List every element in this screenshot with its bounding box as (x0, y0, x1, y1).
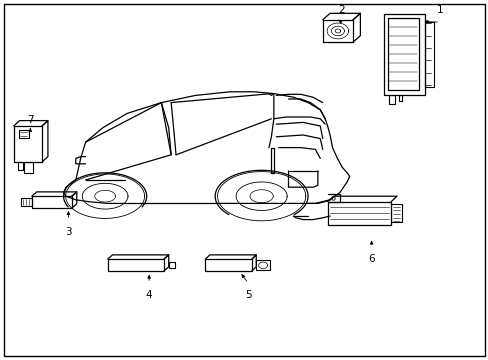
Bar (19, 130, 29, 138)
Bar (398, 95, 402, 101)
Bar (18, 162, 23, 170)
Text: 5: 5 (244, 290, 251, 300)
Text: 2: 2 (337, 5, 344, 15)
Bar (388, 95, 394, 104)
Bar (168, 262, 174, 268)
Bar (256, 260, 269, 270)
Bar (390, 204, 401, 222)
Text: 4: 4 (145, 290, 152, 300)
Text: 1: 1 (436, 5, 443, 15)
Text: 6: 6 (367, 254, 374, 264)
Bar (425, 22, 433, 87)
Bar (24, 162, 33, 173)
Text: 7: 7 (27, 115, 34, 125)
Bar (21, 198, 32, 206)
Text: 3: 3 (65, 227, 72, 237)
